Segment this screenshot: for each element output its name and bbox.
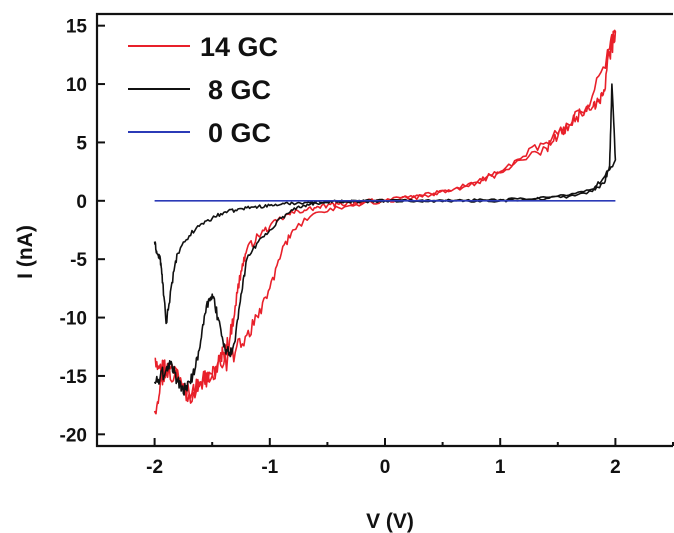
y-tick-label: -5 [70,250,87,271]
plot-frame [95,12,673,448]
legend-label: 14 GC [200,32,278,62]
y-tick-label: 5 [76,133,87,154]
x-axis: -2 -1 0 1 2 [96,438,674,478]
y-axis-title: I (nA) [14,225,37,279]
y-tick-label: 10 [66,75,87,96]
legend-label: 8 GC [208,75,271,105]
y-tick-label: -20 [60,425,87,446]
x-axis-title: V (V) [366,510,414,533]
y-tick-label: -15 [60,367,88,388]
y-tick-label: 15 [66,17,88,38]
x-tick-label: 2 [610,457,621,478]
x-tick-label: 0 [380,457,391,478]
plot-area [95,12,673,448]
legend: 14 GC 8 GC 0 GC [128,32,278,148]
y-axis: 15 10 5 0 -5 -10 -15 -20 [60,17,105,446]
y-tick-label: 0 [76,192,87,213]
legend-label: 0 GC [208,118,271,148]
x-tick-label: 1 [495,457,506,478]
series-line-14-gc [153,29,617,415]
x-tick-label: -1 [261,457,278,478]
series-line-8-gc [153,83,617,396]
y-tick-label: -10 [60,309,87,330]
x-tick-label: -2 [146,457,163,478]
